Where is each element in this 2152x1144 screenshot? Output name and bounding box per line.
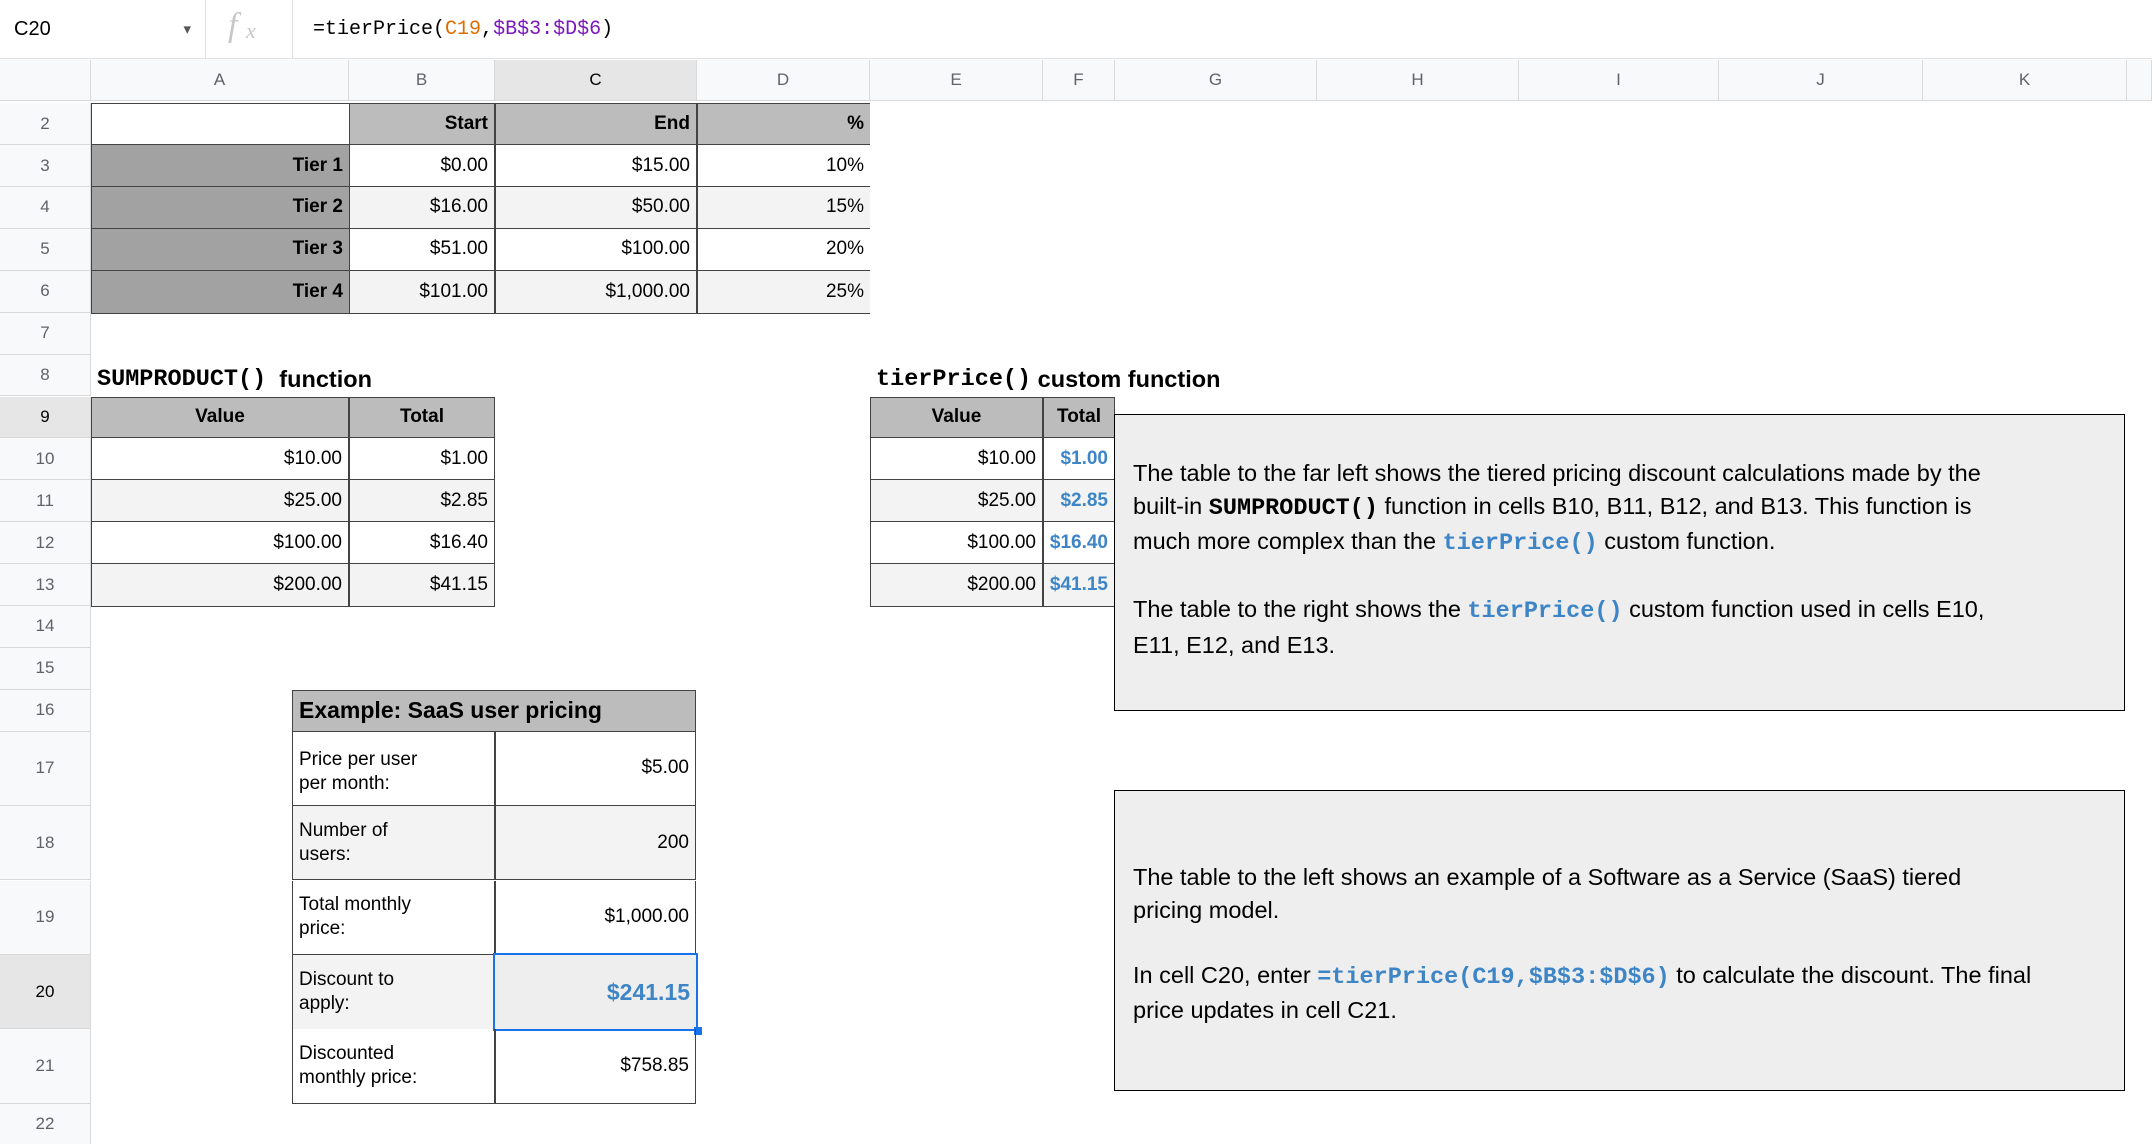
svg-text:x: x — [245, 18, 256, 43]
svg-text:f: f — [228, 9, 242, 44]
